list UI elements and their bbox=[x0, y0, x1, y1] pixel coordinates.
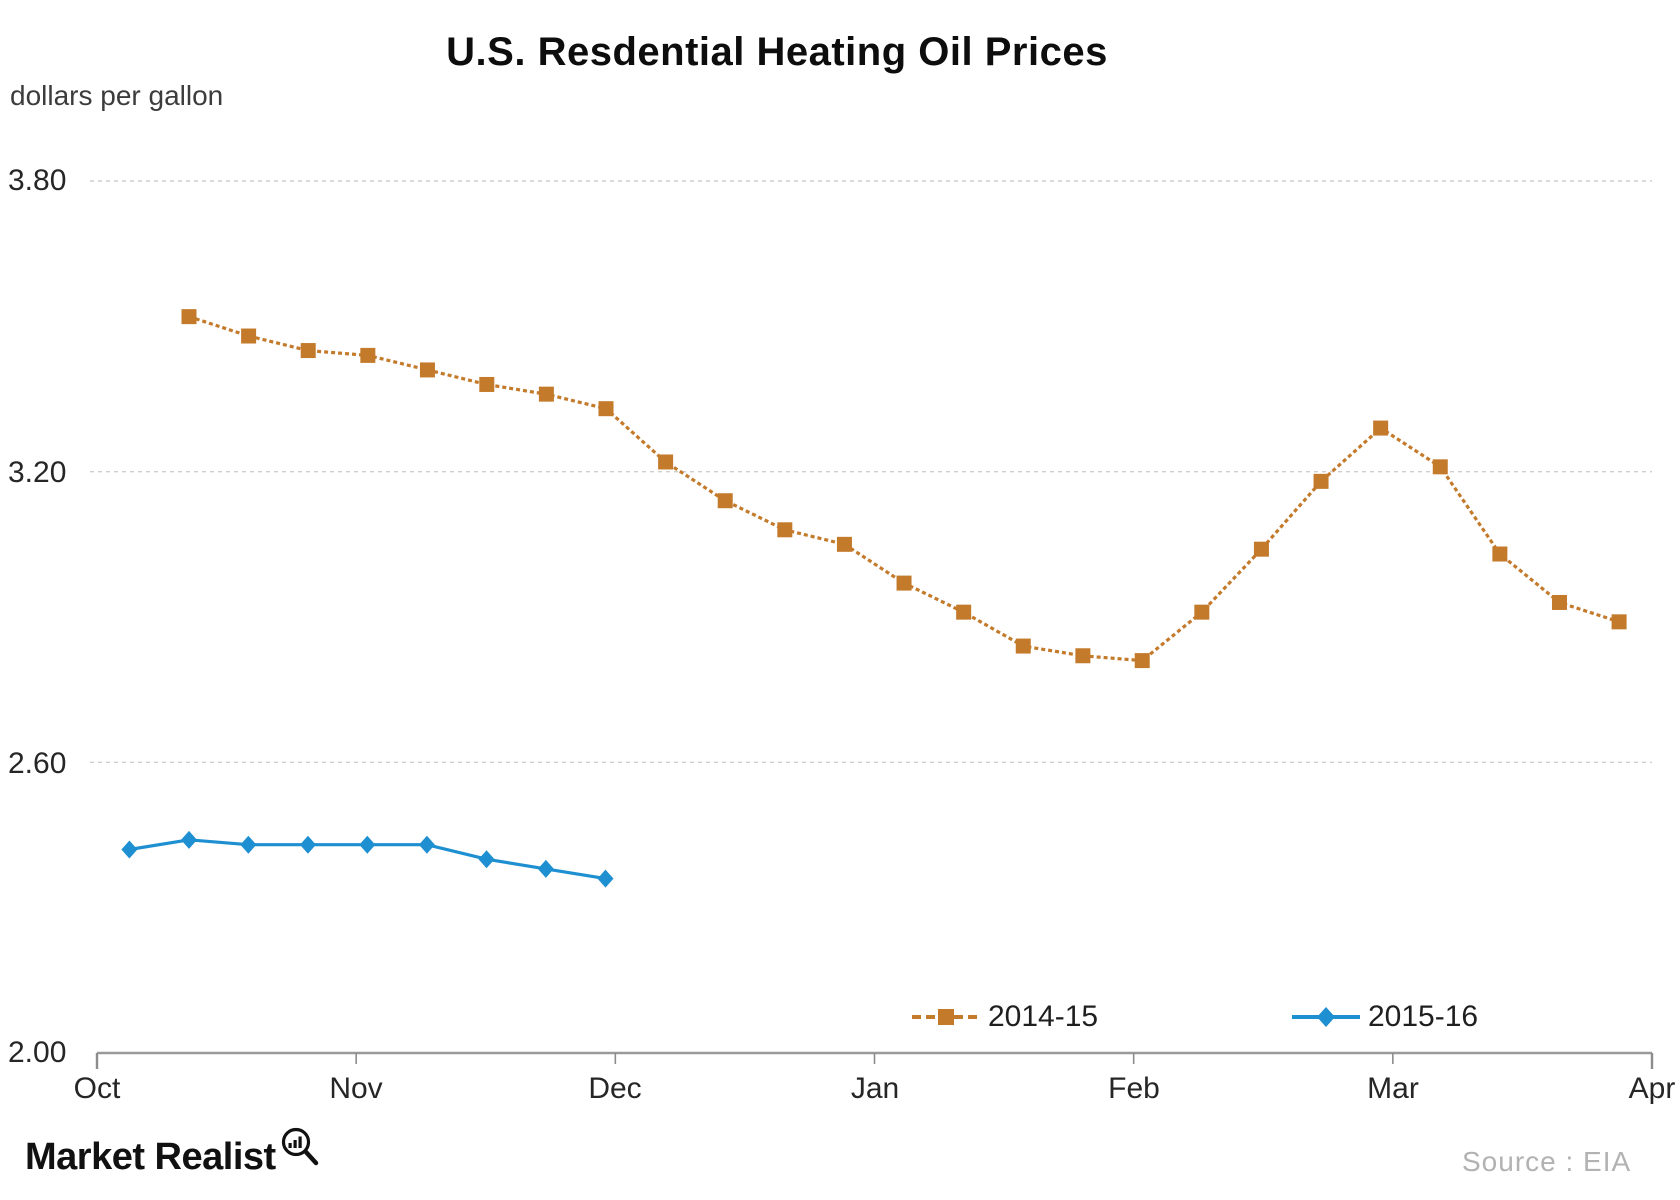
y-tick-label-3-80: 3.80 bbox=[8, 164, 67, 197]
x-tick-label-oct: Oct bbox=[73, 1072, 121, 1105]
diamond-marker-icon bbox=[299, 835, 316, 854]
legend-item-2014-15: 2014-15 bbox=[912, 998, 1098, 1036]
diamond-marker-icon bbox=[537, 859, 554, 878]
square-marker-icon bbox=[658, 454, 674, 470]
square-marker-icon bbox=[360, 347, 376, 363]
legend-swatch-2015-16 bbox=[1292, 1007, 1360, 1027]
square-marker-icon bbox=[1373, 420, 1389, 436]
square-marker-icon bbox=[1492, 546, 1508, 562]
square-marker-icon bbox=[836, 536, 852, 552]
diamond-marker-icon bbox=[121, 840, 138, 859]
diamond-marker-icon bbox=[240, 835, 257, 854]
square-marker-icon bbox=[419, 362, 435, 378]
diamond-marker-icon bbox=[359, 835, 376, 854]
legend-label-2015-16: 2015-16 bbox=[1368, 1000, 1479, 1033]
chart-legend: 2014-15 2015-16 bbox=[0, 998, 1680, 1038]
square-marker-icon bbox=[1313, 473, 1329, 489]
diamond-marker-icon bbox=[418, 835, 435, 854]
square-marker-icon bbox=[777, 522, 793, 538]
square-marker-icon bbox=[1194, 604, 1210, 620]
legend-square-marker-icon bbox=[938, 1009, 954, 1025]
square-marker-icon bbox=[1134, 653, 1150, 669]
y-tick-label-3-20: 3.20 bbox=[8, 456, 67, 489]
square-marker-icon bbox=[1551, 594, 1567, 610]
square-marker-icon bbox=[479, 376, 495, 392]
series-2014-15 bbox=[181, 309, 1627, 669]
x-tick-label-apr: Apr bbox=[1628, 1072, 1676, 1105]
square-marker-icon bbox=[300, 343, 316, 359]
x-tick-label-feb: Feb bbox=[1108, 1072, 1160, 1105]
gridlines bbox=[90, 180, 1652, 764]
legend-diamond-marker-icon bbox=[1317, 1007, 1335, 1027]
chart-title: U.S. Resdential Heating Oil Prices bbox=[446, 30, 1108, 74]
diamond-marker-icon bbox=[478, 850, 495, 869]
square-marker-icon bbox=[241, 328, 257, 344]
diamond-marker-icon bbox=[181, 830, 198, 849]
x-axis bbox=[95, 1051, 1654, 1069]
diamond-marker-icon bbox=[597, 869, 614, 888]
square-marker-icon bbox=[1075, 648, 1091, 664]
series-2015-16 bbox=[121, 830, 614, 888]
square-marker-icon bbox=[896, 575, 912, 591]
square-marker-icon bbox=[598, 401, 614, 417]
square-marker-icon bbox=[956, 604, 972, 620]
square-marker-icon bbox=[1611, 614, 1627, 630]
y-tick-label-2-00: 2.00 bbox=[8, 1036, 67, 1069]
x-tick-label-dec: Dec bbox=[588, 1072, 642, 1105]
square-marker-icon bbox=[1432, 459, 1448, 475]
legend-swatch-2014-15 bbox=[912, 1009, 980, 1025]
magnifier-bar-chart-icon bbox=[281, 1127, 318, 1166]
brand-logo-text: Market Realist bbox=[25, 1136, 276, 1178]
square-marker-icon bbox=[1253, 541, 1269, 557]
y-tick-label-2-60: 2.60 bbox=[8, 747, 67, 780]
brand-logo: Market Realist bbox=[25, 1127, 322, 1179]
legend-label-2014-15: 2014-15 bbox=[988, 1000, 1099, 1033]
square-marker-icon bbox=[181, 309, 197, 325]
square-marker-icon bbox=[1015, 638, 1031, 654]
x-tick-label-nov: Nov bbox=[329, 1072, 383, 1105]
square-marker-icon bbox=[538, 386, 554, 402]
square-marker-icon bbox=[717, 493, 733, 509]
y-axis-unit-label: dollars per gallon bbox=[10, 80, 224, 111]
source-note: Source : EIA bbox=[1462, 1146, 1632, 1177]
x-tick-label-mar: Mar bbox=[1367, 1072, 1419, 1105]
x-tick-label-jan: Jan bbox=[850, 1072, 900, 1105]
legend-item-2015-16: 2015-16 bbox=[1292, 998, 1478, 1036]
series-2014-15-line bbox=[188, 315, 1620, 663]
